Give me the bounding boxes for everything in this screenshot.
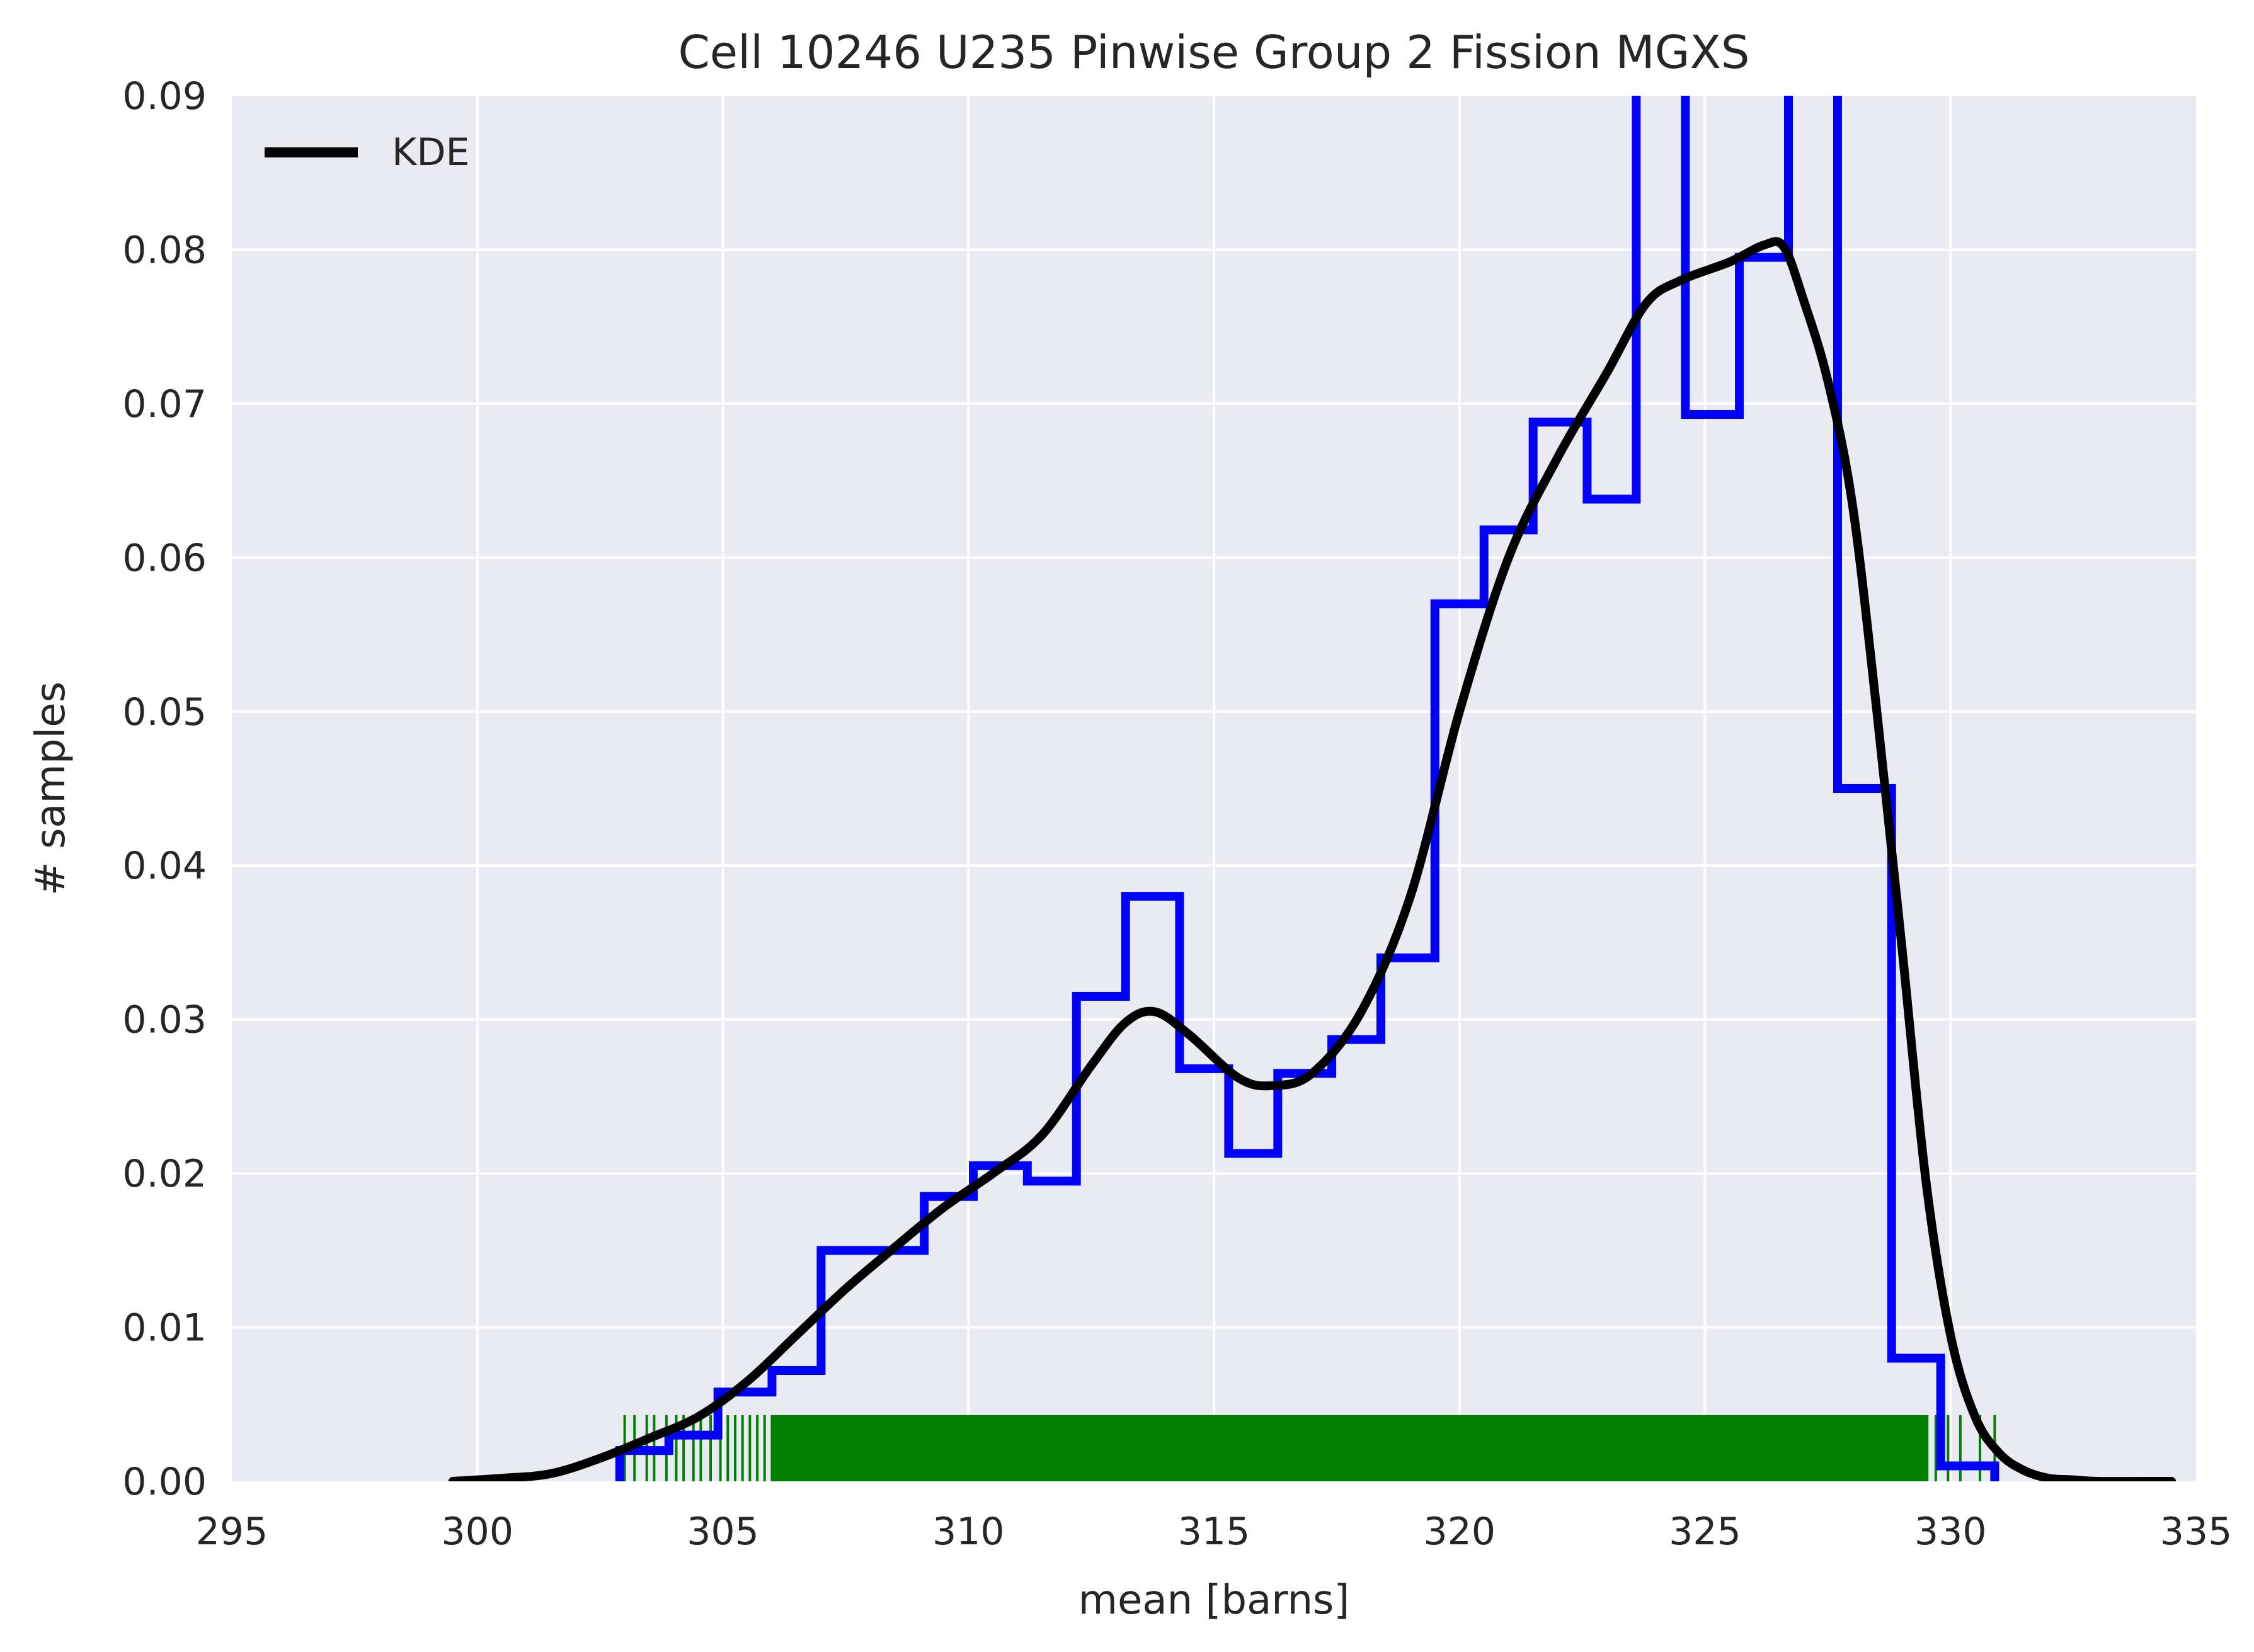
y-tick-label: 0.02 — [122, 1152, 207, 1196]
grid-lines — [232, 96, 2196, 1481]
rug-dense-band — [772, 1415, 1929, 1481]
y-tick-label: 0.09 — [122, 74, 207, 118]
y-tick-label: 0.01 — [122, 1306, 207, 1350]
y-tick-label: 0.03 — [122, 998, 207, 1042]
y-tick-label: 0.05 — [122, 690, 207, 734]
x-tick-label: 300 — [441, 1510, 513, 1554]
y-tick-label: 0.00 — [122, 1460, 207, 1504]
kde-line-series — [448, 237, 2177, 1481]
legend: KDE — [265, 130, 469, 174]
x-tick-label: 305 — [687, 1510, 759, 1554]
chart-title: Cell 10246 U235 Pinwise Group 2 Fission … — [678, 26, 1750, 79]
x-tick-label: 325 — [1669, 1510, 1741, 1554]
rug-plot — [623, 1415, 1996, 1481]
x-tick-label: 330 — [1914, 1510, 1987, 1554]
x-axis-label: mean [barns] — [1078, 1577, 1350, 1624]
y-axis-ticks: 0.00 0.01 0.02 0.03 0.04 0.05 0.06 0.07 0.08 0.09 — [122, 74, 207, 1504]
legend-kde-label: KDE — [392, 130, 469, 174]
y-tick-label: 0.06 — [122, 536, 207, 580]
y-tick-label: 0.07 — [122, 382, 207, 426]
y-tick-label: 0.08 — [122, 228, 207, 272]
y-tick-label: 0.04 — [122, 844, 207, 888]
x-tick-label: 310 — [932, 1510, 1005, 1554]
x-axis-ticks: 295 300 305 310 315 320 325 330 335 — [196, 1510, 2233, 1554]
x-tick-label: 320 — [1423, 1510, 1496, 1554]
y-axis-label: # samples — [28, 681, 74, 896]
x-tick-label: 295 — [196, 1510, 268, 1554]
x-tick-label: 315 — [1178, 1510, 1250, 1554]
x-tick-label: 335 — [2160, 1510, 2233, 1554]
